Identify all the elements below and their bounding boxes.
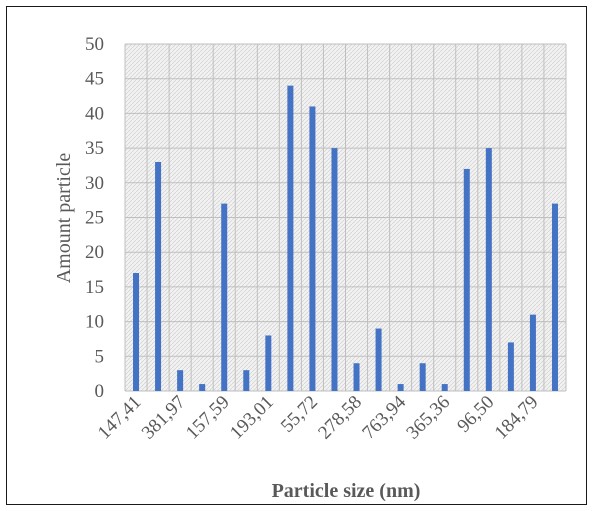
x-axis-title: Particle size (nm) xyxy=(272,480,421,502)
bar xyxy=(463,168,470,391)
x-tick-label: 184,79 xyxy=(491,392,543,444)
bars xyxy=(133,85,558,392)
y-tick-label: 10 xyxy=(85,312,104,333)
bar xyxy=(507,342,514,391)
bar xyxy=(551,203,558,391)
bar xyxy=(221,203,228,391)
bar xyxy=(375,328,382,391)
y-tick-labels: 0 5 10 15 20 25 30 35 40 45 50 xyxy=(85,34,104,402)
y-tick-label: 20 xyxy=(85,242,104,263)
bar xyxy=(243,370,250,391)
bar xyxy=(397,384,404,391)
y-tick-label: 50 xyxy=(85,34,104,55)
bar xyxy=(441,384,448,391)
x-tick-label: 381,97 xyxy=(138,392,190,444)
x-tick-label: 763,94 xyxy=(358,391,410,443)
y-tick-label: 0 xyxy=(95,381,105,402)
y-tick-label: 35 xyxy=(85,138,104,159)
bar xyxy=(177,370,184,391)
y-tick-label: 5 xyxy=(95,346,105,367)
x-tick-label: 193,01 xyxy=(226,392,278,444)
gridlines xyxy=(124,43,567,392)
bar xyxy=(199,384,206,391)
y-tick-label: 15 xyxy=(85,277,104,298)
y-axis-title: Amount particle xyxy=(53,153,75,284)
bar xyxy=(309,106,316,392)
bar xyxy=(485,148,492,391)
x-tick-label: 365,36 xyxy=(402,392,454,444)
x-tick-label: 157,59 xyxy=(182,392,234,444)
bar xyxy=(419,363,426,391)
y-tick-label: 45 xyxy=(85,69,104,90)
x-tick-label: 278,58 xyxy=(314,392,366,444)
bar xyxy=(133,273,140,391)
y-tick-label: 40 xyxy=(85,103,104,124)
y-tick-label: 25 xyxy=(85,208,104,229)
bar xyxy=(353,363,360,391)
bar xyxy=(331,148,338,391)
bar xyxy=(529,314,536,391)
bar xyxy=(155,161,162,391)
bar xyxy=(265,335,272,391)
bar xyxy=(287,85,294,391)
y-tick-label: 30 xyxy=(85,173,104,194)
